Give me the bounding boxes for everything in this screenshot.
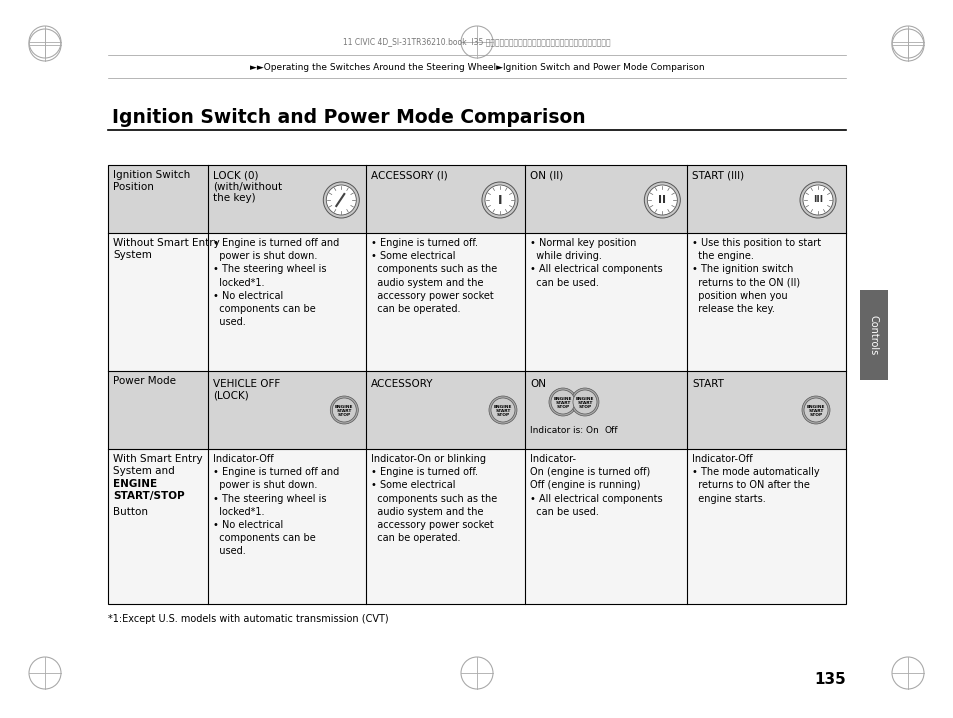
Text: VEHICLE OFF
(LOCK): VEHICLE OFF (LOCK) [213,379,279,401]
Circle shape [643,182,679,218]
Text: III: III [812,195,822,205]
Bar [108,165,845,604]
Text: START: START [336,409,352,413]
Circle shape [330,396,358,424]
Text: ACCESSORY (I): ACCESSORY (I) [371,170,448,180]
Text: Indicator-Off
• Engine is turned off and
  power is shut down.
• The steering wh: Indicator-Off • Engine is turned off and… [213,454,338,556]
Circle shape [551,390,575,414]
Circle shape [332,398,355,422]
Text: Power Mode: Power Mode [112,376,175,386]
Text: Ignition Switch and Power Mode Comparison: Ignition Switch and Power Mode Compariso… [112,108,585,127]
Bar [108,165,845,233]
Text: Indicator-
On (engine is turned off)
Off (engine is running)
• All electrical co: Indicator- On (engine is turned off) Off… [530,454,662,517]
Circle shape [803,398,827,422]
Text: Indicator-Off
• The mode automatically
  returns to ON after the
  engine starts: Indicator-Off • The mode automatically r… [692,454,819,503]
Circle shape [323,182,359,218]
Text: ENGINE
START/STOP: ENGINE START/STOP [112,479,185,500]
Text: ACCESSORY: ACCESSORY [371,379,434,389]
Text: Controls: Controls [868,315,878,355]
Circle shape [489,396,517,424]
Bar [108,233,845,371]
Text: ON (II): ON (II) [530,170,562,180]
Text: START: START [807,409,822,413]
Circle shape [647,185,677,215]
Text: Button: Button [112,507,148,517]
Text: START: START [692,379,723,389]
Text: • Normal key position
  while driving.
• All electrical components
  can be used: • Normal key position while driving. • A… [530,238,662,288]
Text: LOCK (0)
(with/without
the key): LOCK (0) (with/without the key) [213,170,281,203]
Text: I: I [497,193,501,207]
Text: Indicator-On or blinking
• Engine is turned off.
• Some electrical
  components : Indicator-On or blinking • Engine is tur… [371,454,497,544]
Text: 11 CIVIC 4D_SI-31TR36210.book  I35 ページ　２０１４年１月３０日　木曜日　午後１２時１８分: 11 CIVIC 4D_SI-31TR36210.book I35 ページ ２０… [343,37,610,47]
Circle shape [491,398,515,422]
Circle shape [326,185,355,215]
Text: Indicator is: On: Indicator is: On [530,426,598,435]
Text: With Smart Entry
System and: With Smart Entry System and [112,454,202,475]
Text: Without Smart Entry
System: Without Smart Entry System [112,238,219,260]
Text: • Engine is turned off.
• Some electrical
  components such as the
  audio syste: • Engine is turned off. • Some electrica… [371,238,497,314]
Text: ENGINE: ENGINE [494,404,512,409]
Text: • Engine is turned off and
  power is shut down.
• The steering wheel is
  locke: • Engine is turned off and power is shut… [213,238,338,327]
Bar [859,290,887,380]
Text: STOP: STOP [556,404,569,409]
Text: START: START [495,409,510,413]
Text: II: II [658,195,665,205]
Text: STOP: STOP [578,404,591,409]
Text: *1:Except U.S. models with automatic transmission (CVT): *1:Except U.S. models with automatic tra… [108,614,388,624]
Circle shape [800,182,835,218]
Text: Ignition Switch
Position: Ignition Switch Position [112,170,190,192]
Circle shape [484,185,515,215]
Text: STOP: STOP [808,413,821,416]
Text: ENGINE: ENGINE [335,404,354,409]
Text: ENGINE: ENGINE [806,404,824,409]
Bar [108,449,845,604]
Text: START: START [555,401,570,404]
Circle shape [801,396,829,424]
Text: ENGINE: ENGINE [575,396,594,401]
Text: START: START [577,401,592,404]
Text: Off: Off [604,426,618,435]
Bar [108,371,845,449]
Circle shape [571,388,598,416]
Text: ENGINE: ENGINE [553,396,572,401]
Text: STOP: STOP [496,413,509,416]
Circle shape [481,182,517,218]
Circle shape [548,388,577,416]
Circle shape [802,185,832,215]
Circle shape [573,390,597,414]
Text: ON: ON [530,379,545,389]
Text: START (III): START (III) [692,170,743,180]
Text: • Use this position to start
  the engine.
• The ignition switch
  returns to th: • Use this position to start the engine.… [692,238,821,314]
Text: STOP: STOP [337,413,351,416]
Text: 135: 135 [814,673,845,688]
Text: ►►Operating the Switches Around the Steering Wheel►Ignition Switch and Power Mod: ►►Operating the Switches Around the Stee… [250,63,703,73]
